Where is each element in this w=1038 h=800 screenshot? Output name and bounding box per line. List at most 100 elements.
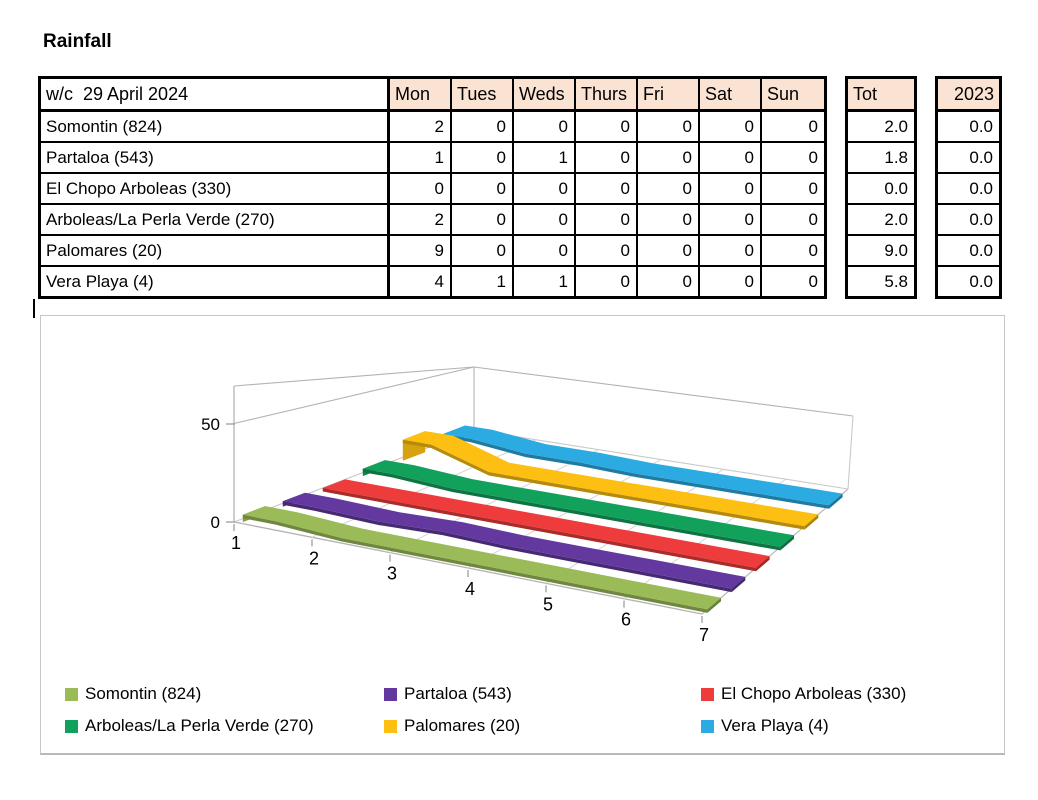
rainfall-value-cell[interactable]: 0 — [762, 143, 824, 174]
rainfall-value-cell[interactable]: 0 — [514, 112, 576, 143]
total-value-cell[interactable]: 0.0 — [848, 174, 914, 205]
location-label-cell[interactable]: Partaloa (543) — [41, 143, 390, 174]
prev-year-value-cell[interactable]: 0.0 — [938, 205, 999, 236]
table-row: 0.0 — [938, 174, 999, 205]
legend-label: Arboleas/La Perla Verde (270) — [85, 716, 314, 735]
prev-year-value-cell[interactable]: 0.0 — [938, 112, 999, 143]
day-header-sat[interactable]: Sat — [700, 79, 762, 112]
legend-item[interactable]: Partaloa (543) — [384, 684, 701, 704]
y-axis-label: 50 — [201, 415, 220, 434]
rainfall-value-cell[interactable]: 0 — [452, 143, 514, 174]
rainfall-value-cell[interactable]: 0 — [514, 174, 576, 205]
legend-item[interactable]: Vera Playa (4) — [701, 716, 906, 736]
table-row: 1.8 — [848, 143, 914, 174]
rainfall-value-cell[interactable]: 0 — [514, 205, 576, 236]
rainfall-value-cell[interactable]: 0 — [576, 205, 638, 236]
rainfall-value-cell[interactable]: 0 — [638, 143, 700, 174]
rainfall-value-cell[interactable]: 1 — [452, 267, 514, 296]
total-value-cell[interactable]: 2.0 — [848, 205, 914, 236]
day-header-sun[interactable]: Sun — [762, 79, 824, 112]
day-header-mon[interactable]: Mon — [390, 79, 452, 112]
rainfall-value-cell[interactable]: 1 — [390, 143, 452, 174]
rainfall-value-cell[interactable]: 0 — [452, 205, 514, 236]
ribbon-right-cap — [780, 535, 794, 551]
legend-swatch-icon — [65, 687, 78, 701]
rainfall-value-cell[interactable]: 0 — [700, 112, 762, 143]
floor-gridline — [389, 449, 599, 554]
prev-year-value-cell[interactable]: 0.0 — [938, 236, 999, 267]
day-header-thurs[interactable]: Thurs — [576, 79, 638, 112]
day-header-tues[interactable]: Tues — [452, 79, 514, 112]
rainfall-value-cell[interactable]: 0 — [762, 174, 824, 205]
total-header-cell[interactable]: Tot — [848, 79, 914, 112]
location-label-cell[interactable]: Somontin (824) — [41, 112, 390, 143]
prev-year-header-cell[interactable]: 2023 — [938, 79, 999, 112]
legend-item[interactable]: Somontin (824) — [65, 684, 384, 704]
floor-gridline — [545, 468, 724, 584]
rainfall-value-cell[interactable]: 0 — [762, 205, 824, 236]
legend-item[interactable]: Palomares (20) — [384, 716, 701, 736]
rainfall-value-cell[interactable]: 0 — [638, 174, 700, 205]
rainfall-value-cell[interactable]: 0 — [638, 267, 700, 296]
total-value-cell[interactable]: 9.0 — [848, 236, 914, 267]
ribbon-right-cap — [804, 514, 819, 530]
rainfall-value-cell[interactable]: 0 — [700, 205, 762, 236]
rainfall-value-cell[interactable]: 0 — [762, 112, 824, 143]
ribbon-top-face-series-3 — [362, 460, 794, 547]
prev-year-value-cell[interactable]: 0.0 — [969, 271, 993, 291]
rainfall-value-cell[interactable]: 0 — [576, 267, 638, 296]
rainfall-chart: 50 0 1 2 3 4 5 6 7 Somontin (824) Partaloa (543) E… — [40, 315, 1005, 755]
rainfall-value-cell[interactable]: 0 — [700, 143, 762, 174]
rainfall-value-cell[interactable]: 0 — [700, 267, 762, 296]
day-header-fri[interactable]: Fri — [638, 79, 700, 112]
rainfall-value-cell[interactable]: 2 — [390, 112, 452, 143]
rainfall-value-cell[interactable]: 0 — [638, 205, 700, 236]
legend-item[interactable]: Arboleas/La Perla Verde (270) — [65, 716, 384, 736]
rainfall-value-cell[interactable]: 0 — [452, 174, 514, 205]
day-header-weds[interactable]: Weds — [514, 79, 576, 112]
week-commencing-cell[interactable]: w/c 29 April 2024 — [41, 79, 390, 112]
legend-label: Somontin (824) — [85, 684, 202, 703]
rainfall-value-cell[interactable]: 9 — [390, 236, 452, 267]
total-value-cell[interactable]: 1.8 — [848, 143, 914, 174]
legend-label: El Chopo Arboleas (330) — [721, 684, 907, 703]
rainfall-value-cell[interactable]: 0 — [452, 112, 514, 143]
rainfall-value-cell[interactable]: 0 — [700, 174, 762, 205]
prev-year-value-cell[interactable]: 0.0 — [938, 174, 999, 205]
rainfall-value-cell[interactable]: 0 — [576, 143, 638, 174]
rainfall-value-cell[interactable]: 1 — [514, 143, 576, 174]
rainfall-value-cell[interactable]: 0 — [576, 236, 638, 267]
table-row: 2.0 — [848, 112, 914, 143]
location-label-cell[interactable]: Arboleas/La Perla Verde (270) — [41, 205, 390, 236]
legend-label: Partaloa (543) — [404, 684, 512, 703]
x-axis-label: 6 — [621, 610, 631, 630]
table-row: Somontin (824) 2 0 0 0 0 0 0 — [41, 112, 824, 143]
location-label-cell[interactable]: Palomares (20) — [41, 236, 390, 267]
total-value-cell[interactable]: 2.0 — [848, 112, 914, 143]
rainfall-value-cell[interactable]: 0 — [452, 236, 514, 267]
floor-gridline — [311, 439, 537, 538]
legend-swatch-icon — [384, 719, 397, 733]
rainfall-value-cell[interactable]: 1 — [514, 267, 576, 296]
total-value-cell[interactable]: 5.8 — [884, 271, 908, 291]
rainfall-value-cell[interactable]: 0 — [514, 236, 576, 267]
legend-item[interactable]: El Chopo Arboleas (330) — [701, 684, 906, 704]
table-row: 5.8 — [848, 267, 914, 296]
rainfall-value-cell[interactable]: 0 — [700, 236, 762, 267]
legend-label: Vera Playa (4) — [721, 716, 829, 735]
rainfall-value-cell[interactable]: 0 — [638, 236, 700, 267]
rainfall-value-cell[interactable]: 0 — [576, 174, 638, 205]
x-axis-label: 3 — [387, 564, 397, 584]
rainfall-value-cell[interactable]: 0 — [808, 271, 818, 291]
rainfall-value-cell[interactable]: 0 — [762, 236, 824, 267]
prev-year-value-cell[interactable]: 0.0 — [938, 143, 999, 174]
location-label-cell[interactable]: El Chopo Arboleas (330) — [41, 174, 390, 205]
rainfall-value-cell[interactable]: 4 — [390, 267, 452, 296]
rainfall-value-cell[interactable]: 2 — [390, 205, 452, 236]
rainfall-value-cell[interactable]: 0 — [576, 112, 638, 143]
rainfall-value-cell[interactable]: 0 — [638, 112, 700, 143]
back-wall-top-edge — [473, 366, 854, 417]
rainfall-value-cell[interactable]: 0 — [390, 174, 452, 205]
location-label-cell[interactable]: Vera Playa (4) — [41, 267, 390, 296]
y-axis-label: 0 — [211, 513, 220, 532]
